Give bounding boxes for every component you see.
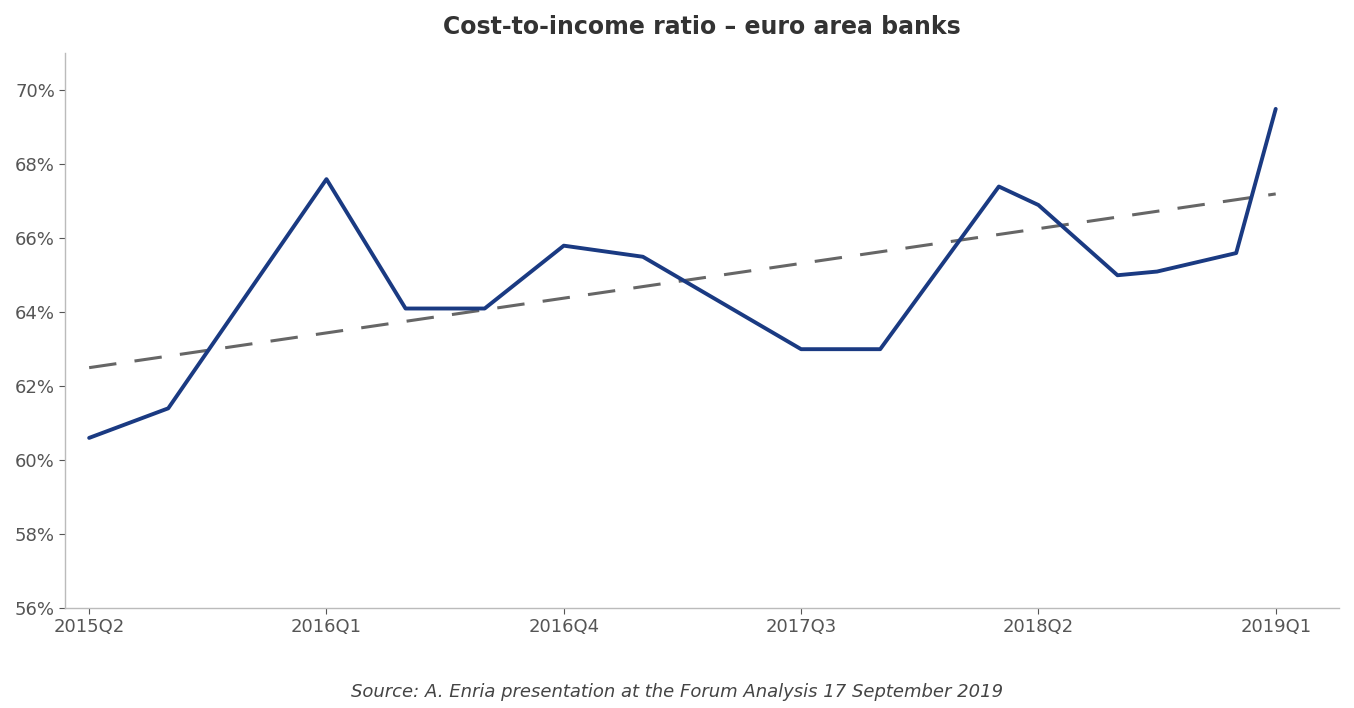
Text: Source: A. Enria presentation at the Forum Analysis 17 September 2019: Source: A. Enria presentation at the For… — [351, 683, 1003, 701]
Title: Cost-to-income ratio – euro area banks: Cost-to-income ratio – euro area banks — [443, 15, 961, 39]
